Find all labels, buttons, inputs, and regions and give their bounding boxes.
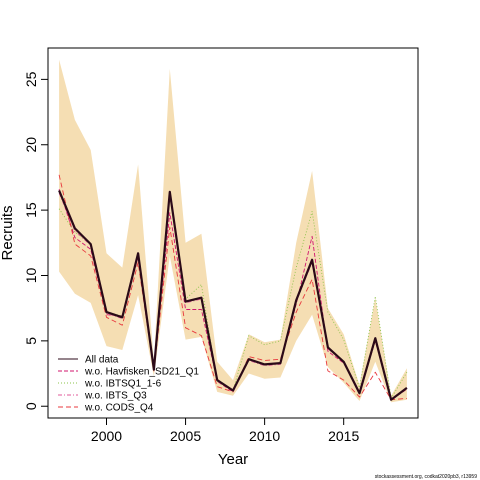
y-tick-label: 10 <box>23 267 39 283</box>
series-line-0 <box>58 190 408 401</box>
series-lines <box>58 174 408 401</box>
y-tick-label: 15 <box>23 202 39 218</box>
x-tick-label: 2000 <box>91 428 122 444</box>
confidence-band-area <box>59 59 407 403</box>
x-tick-label: 2010 <box>249 428 280 444</box>
series-line-4 <box>58 174 407 401</box>
confidence-band <box>59 59 407 403</box>
y-tick-label: 0 <box>23 402 39 410</box>
y-axis: 0 5 10 15 20 25 <box>23 71 49 410</box>
y-tick-label: 5 <box>23 337 39 345</box>
x-tick-label: 2015 <box>328 428 359 444</box>
legend-label: w.o. IBTSQ1_1-6 <box>84 379 162 390</box>
x-axis-title: Year <box>218 451 248 468</box>
footnote: stockassessment.org, codkat2020pb3, r139… <box>375 474 478 480</box>
legend-label: All data <box>85 355 119 366</box>
legend-label: w.o. CODS_Q4 <box>84 403 154 414</box>
x-tick-label: 2005 <box>170 428 201 444</box>
legend-label: w.o. Havfisken_SD21_Q1 <box>84 367 199 378</box>
y-axis-title: Recruits <box>0 205 16 260</box>
y-tick-label: 20 <box>23 137 39 153</box>
x-axis: 2000 2005 2010 2015 <box>91 417 359 444</box>
legend-label: w.o. IBTS_Q3 <box>84 391 147 402</box>
y-tick-label: 25 <box>23 71 39 87</box>
